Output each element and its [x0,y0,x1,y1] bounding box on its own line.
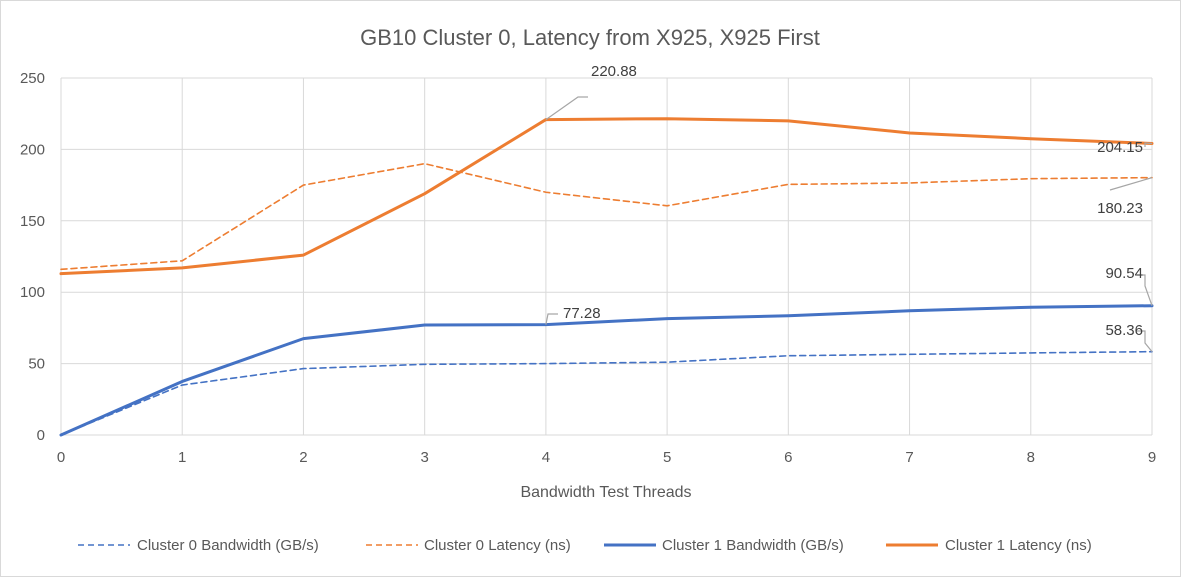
y-tick-label: 0 [37,427,45,444]
data-label-leader [1137,274,1153,306]
legend-label-3: Cluster 1 Latency (ns) [945,537,1092,554]
series-lines [59,117,1154,437]
y-tick-label: 200 [20,141,45,158]
legend-label-1: Cluster 0 Latency (ns) [424,537,571,554]
y-tick-label: 250 [20,70,45,87]
chart-title: GB10 Cluster 0, Latency from X925, X925 … [360,25,820,50]
data-label: 90.54 [1105,265,1143,282]
x-tick-label: 5 [663,449,671,466]
data-label: 77.28 [563,305,601,322]
data-label-leader [545,96,588,121]
legend-label-2: Cluster 1 Bandwidth (GB/s) [662,537,844,554]
x-tick-label: 7 [905,449,913,466]
data-label-leader [1144,142,1153,147]
data-label: 204.15 [1097,139,1143,156]
data-label-leader [1109,177,1153,191]
data-labels: 220.88 204.15 180.23 77.28 90.54 58.36 [545,63,1153,353]
x-tick-label: 1 [178,449,186,466]
data-label-leader [1137,330,1153,353]
x-axis-title: Bandwidth Test Threads [520,484,691,501]
x-tick-label: 3 [420,449,428,466]
x-tick-label: 4 [542,449,550,466]
series-line-2 [59,304,1154,437]
x-tick-label: 8 [1027,449,1035,466]
series-line-0 [60,350,1153,436]
y-tick-label: 100 [20,284,45,301]
y-axis-ticks: 0 50 100 150 200 250 [20,70,45,444]
legend: Cluster 0 Bandwidth (GB/s) Cluster 0 Late… [78,537,1092,554]
x-tick-label: 0 [57,449,65,466]
data-label-leader [545,313,558,325]
data-label: 180.23 [1097,200,1143,217]
series-line-1 [60,162,1153,271]
data-label: 58.36 [1105,322,1143,339]
x-axis-ticks: 0 1 2 3 4 5 6 7 8 9 [57,449,1156,466]
data-label: 220.88 [591,63,637,80]
y-tick-label: 50 [28,356,45,373]
y-tick-label: 150 [20,213,45,230]
gridlines [60,77,1153,436]
x-tick-label: 2 [299,449,307,466]
series-line-3 [59,117,1154,276]
x-tick-label: 6 [784,449,792,466]
x-tick-label: 9 [1148,449,1156,466]
legend-label-0: Cluster 0 Bandwidth (GB/s) [137,537,319,554]
